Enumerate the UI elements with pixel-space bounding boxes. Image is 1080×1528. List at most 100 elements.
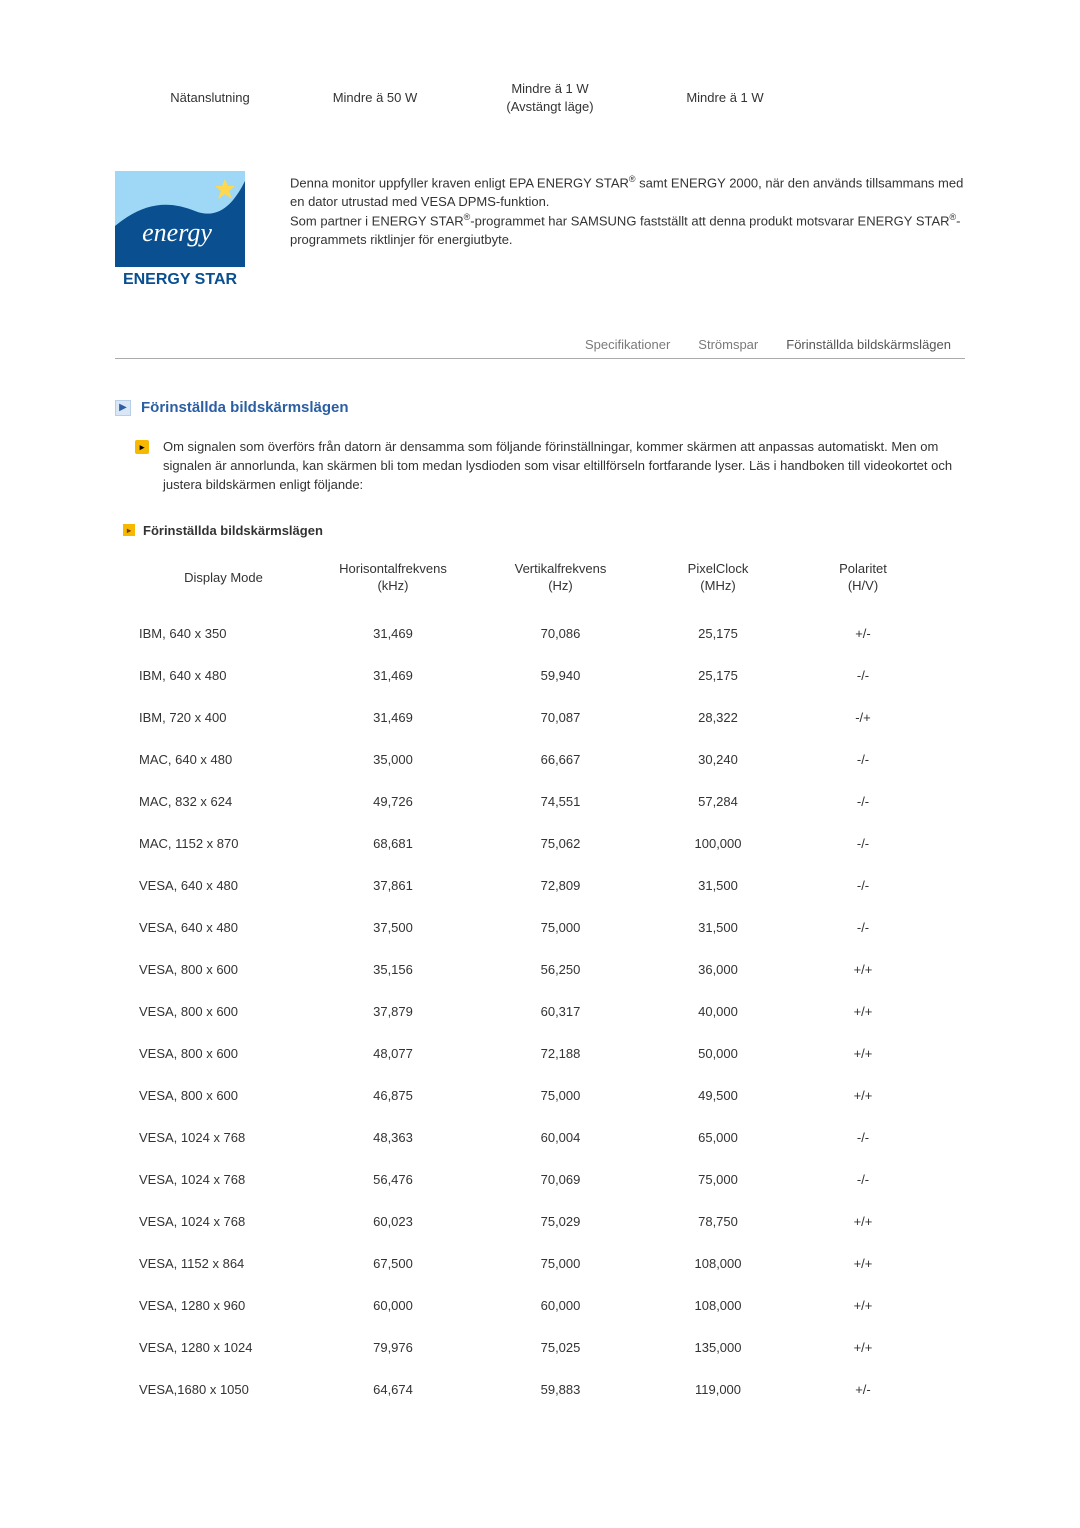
cell-pixelclock: 28,322 <box>643 709 793 727</box>
table-row: VESA, 640 x 48037,86172,80931,500-/- <box>133 865 965 907</box>
cell-mode: VESA, 1024 x 768 <box>133 1213 308 1231</box>
cell-pixelclock: 49,500 <box>643 1087 793 1105</box>
cell-vert: 66,667 <box>478 751 643 769</box>
table-row: VESA, 800 x 60048,07772,18850,000+/+ <box>133 1033 965 1075</box>
cell-vert: 72,188 <box>478 1045 643 1063</box>
table-row: IBM, 720 x 40031,46970,08728,322-/+ <box>133 697 965 739</box>
bullet-arrow-icon: ▸ <box>123 524 135 536</box>
cell-horiz: 37,500 <box>308 919 478 937</box>
tab-bar: Specifikationer Strömspar Förinställda b… <box>115 331 965 359</box>
cell-polarity: +/+ <box>793 961 933 979</box>
col-header-horiz: Horisontalfrekvens (kHz) <box>308 560 478 595</box>
cell-mode: VESA, 1280 x 1024 <box>133 1339 308 1357</box>
energy-star-logo-icon: energy ENERGY STAR <box>115 171 245 291</box>
cell-mode: IBM, 720 x 400 <box>133 709 308 727</box>
power-col-1w: Mindre ä 1 W <box>645 89 805 107</box>
cell-mode: IBM, 640 x 480 <box>133 667 308 685</box>
cell-horiz: 64,674 <box>308 1381 478 1399</box>
cell-polarity: +/+ <box>793 1297 933 1315</box>
col-header-vert: Vertikalfrekvens (Hz) <box>478 560 643 595</box>
power-col-connection: Nätanslutning <box>115 89 295 107</box>
cell-polarity: -/- <box>793 1171 933 1189</box>
cell-vert: 72,809 <box>478 877 643 895</box>
table-row: VESA, 1024 x 76860,02375,02978,750+/+ <box>133 1201 965 1243</box>
cell-horiz: 60,000 <box>308 1297 478 1315</box>
table-row: VESA, 800 x 60037,87960,31740,000+/+ <box>133 991 965 1033</box>
tab-power[interactable]: Strömspar <box>684 331 772 358</box>
cell-polarity: +/+ <box>793 1213 933 1231</box>
tab-specs[interactable]: Specifikationer <box>571 331 684 358</box>
cell-pixelclock: 135,000 <box>643 1339 793 1357</box>
cell-polarity: +/- <box>793 1381 933 1399</box>
power-summary-row: Nätanslutning Mindre ä 50 W Mindre ä 1 W… <box>115 80 965 116</box>
cell-pixelclock: 31,500 <box>643 877 793 895</box>
cell-horiz: 48,077 <box>308 1045 478 1063</box>
power-col-50w: Mindre ä 50 W <box>295 89 455 107</box>
cell-vert: 75,000 <box>478 919 643 937</box>
cell-polarity: +/+ <box>793 1045 933 1063</box>
cell-mode: MAC, 832 x 624 <box>133 793 308 811</box>
table-row: VESA, 1280 x 102479,97675,025135,000+/+ <box>133 1327 965 1369</box>
cell-mode: IBM, 640 x 350 <box>133 625 308 643</box>
table-row: MAC, 832 x 62449,72674,55157,284-/- <box>133 781 965 823</box>
cell-polarity: -/- <box>793 919 933 937</box>
table-row: VESA, 1280 x 96060,00060,000108,000+/+ <box>133 1285 965 1327</box>
cell-vert: 60,004 <box>478 1129 643 1147</box>
cell-polarity: -/- <box>793 835 933 853</box>
cell-mode: VESA, 1280 x 960 <box>133 1297 308 1315</box>
cell-horiz: 46,875 <box>308 1087 478 1105</box>
cell-horiz: 79,976 <box>308 1339 478 1357</box>
svg-text:ENERGY STAR: ENERGY STAR <box>123 271 238 288</box>
cell-mode: VESA, 640 x 480 <box>133 877 308 895</box>
power-col-1w-off: Mindre ä 1 W (Avstängt läge) <box>455 80 645 116</box>
table-row: VESA, 800 x 60046,87575,00049,500+/+ <box>133 1075 965 1117</box>
cell-horiz: 31,469 <box>308 667 478 685</box>
cell-pixelclock: 78,750 <box>643 1213 793 1231</box>
cell-horiz: 60,023 <box>308 1213 478 1231</box>
cell-vert: 75,025 <box>478 1339 643 1357</box>
cell-vert: 59,940 <box>478 667 643 685</box>
energy-star-description: Denna monitor uppfyller kraven enligt EP… <box>290 171 965 291</box>
cell-pixelclock: 108,000 <box>643 1255 793 1273</box>
table-body: IBM, 640 x 35031,46970,08625,175+/-IBM, … <box>133 613 965 1411</box>
table-header-row: Display Mode Horisontalfrekvens (kHz) Ve… <box>133 560 965 595</box>
cell-pixelclock: 119,000 <box>643 1381 793 1399</box>
cell-polarity: +/+ <box>793 1087 933 1105</box>
cell-vert: 75,000 <box>478 1255 643 1273</box>
cell-horiz: 35,000 <box>308 751 478 769</box>
cell-horiz: 68,681 <box>308 835 478 853</box>
cell-mode: MAC, 640 x 480 <box>133 751 308 769</box>
cell-vert: 60,317 <box>478 1003 643 1021</box>
table-row: VESA, 800 x 60035,15656,25036,000+/+ <box>133 949 965 991</box>
cell-polarity: -/- <box>793 793 933 811</box>
cell-pixelclock: 25,175 <box>643 667 793 685</box>
cell-pixelclock: 57,284 <box>643 793 793 811</box>
cell-polarity: +/+ <box>793 1339 933 1357</box>
cell-vert: 59,883 <box>478 1381 643 1399</box>
cell-horiz: 49,726 <box>308 793 478 811</box>
cell-horiz: 31,469 <box>308 625 478 643</box>
cell-polarity: -/- <box>793 751 933 769</box>
cell-polarity: -/- <box>793 877 933 895</box>
cell-mode: MAC, 1152 x 870 <box>133 835 308 853</box>
cell-vert: 75,062 <box>478 835 643 853</box>
cell-polarity: +/+ <box>793 1255 933 1273</box>
cell-pixelclock: 50,000 <box>643 1045 793 1063</box>
cell-pixelclock: 25,175 <box>643 625 793 643</box>
cell-horiz: 35,156 <box>308 961 478 979</box>
table-row: IBM, 640 x 35031,46970,08625,175+/- <box>133 613 965 655</box>
table-row: VESA, 1152 x 86467,50075,000108,000+/+ <box>133 1243 965 1285</box>
bullet-arrow-icon: ▸ <box>135 440 149 454</box>
cell-pixelclock: 30,240 <box>643 751 793 769</box>
cell-vert: 56,250 <box>478 961 643 979</box>
cell-pixelclock: 36,000 <box>643 961 793 979</box>
table-row: VESA, 640 x 48037,50075,00031,500-/- <box>133 907 965 949</box>
display-mode-table: Display Mode Horisontalfrekvens (kHz) Ve… <box>133 560 965 1411</box>
intro-paragraph: ▸ Om signalen som överförs från datorn ä… <box>135 438 965 495</box>
cell-mode: VESA,1680 x 1050 <box>133 1381 308 1399</box>
tab-preset-modes[interactable]: Förinställda bildskärmslägen <box>772 331 965 358</box>
cell-vert: 70,087 <box>478 709 643 727</box>
cell-vert: 75,000 <box>478 1087 643 1105</box>
cell-horiz: 31,469 <box>308 709 478 727</box>
arrow-right-icon: ▶ <box>115 400 131 416</box>
